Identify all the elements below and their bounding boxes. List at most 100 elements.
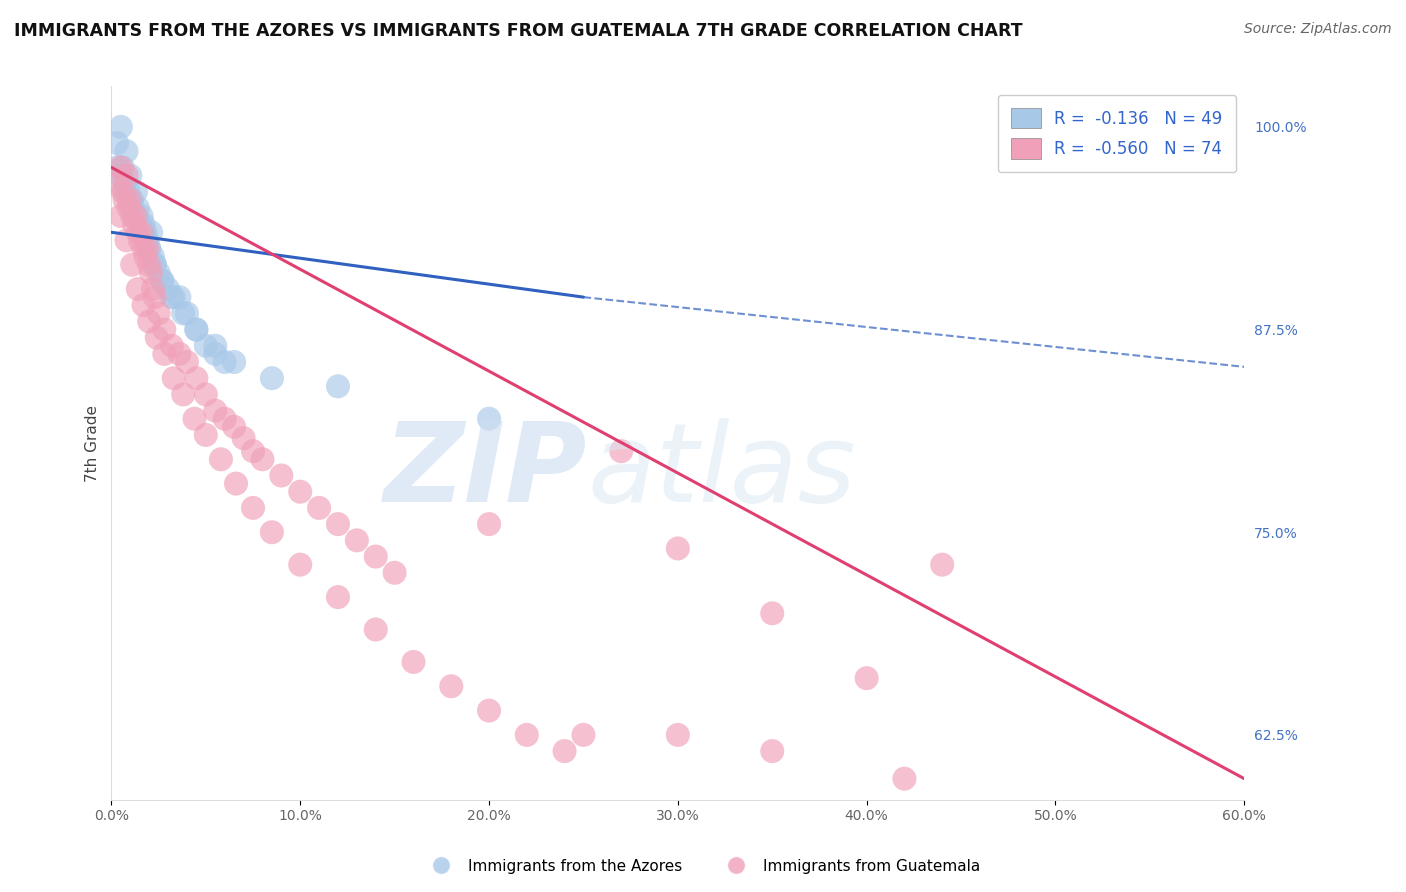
Point (666, 541, 689, 556)
Point (194, 428, 217, 442)
Point (364, 623, 387, 637)
Point (478, 704, 501, 718)
Point (142, 282, 165, 296)
Point (117, 201, 139, 215)
Point (110, 161, 132, 175)
Point (172, 306, 194, 320)
Point (252, 452, 274, 467)
Point (172, 387, 194, 401)
Point (105, 177, 128, 191)
Point (127, 282, 149, 296)
Point (128, 217, 150, 231)
Point (290, 484, 312, 499)
Point (125, 209, 148, 223)
Point (214, 411, 236, 425)
Point (308, 500, 330, 515)
Point (138, 314, 160, 328)
Point (572, 728, 595, 742)
Point (105, 161, 128, 175)
Point (132, 225, 155, 239)
Y-axis label: 7th Grade: 7th Grade (86, 405, 100, 482)
Point (176, 306, 198, 320)
Point (242, 500, 264, 515)
Point (120, 169, 142, 183)
Point (134, 250, 156, 264)
Point (225, 476, 247, 491)
Point (139, 225, 162, 239)
Point (148, 266, 170, 280)
Point (855, 671, 877, 685)
Point (478, 411, 501, 425)
Point (132, 242, 155, 256)
Point (114, 177, 136, 191)
Point (143, 258, 166, 272)
Point (163, 371, 186, 385)
Point (893, 772, 915, 786)
Text: Source: ZipAtlas.com: Source: ZipAtlas.com (1244, 22, 1392, 37)
Point (186, 371, 208, 385)
Text: IMMIGRANTS FROM THE AZORES VS IMMIGRANTS FROM GUATEMALA 7TH GRADE CORRELATION CH: IMMIGRANTS FROM THE AZORES VS IMMIGRANTS… (14, 22, 1022, 40)
Point (204, 339, 226, 353)
Point (214, 355, 236, 369)
Point (160, 339, 183, 353)
Point (143, 258, 166, 272)
Point (232, 431, 254, 445)
Point (128, 233, 150, 247)
Point (122, 209, 145, 223)
Point (122, 217, 145, 231)
Point (666, 728, 689, 742)
Point (121, 209, 143, 223)
Point (143, 290, 166, 304)
Point (204, 403, 226, 417)
Point (260, 525, 283, 540)
Point (384, 566, 406, 580)
Point (761, 744, 783, 758)
Point (136, 242, 159, 256)
Point (224, 420, 246, 434)
Legend: R =  -0.136   N = 49, R =  -0.560   N = 74: R = -0.136 N = 49, R = -0.560 N = 74 (998, 95, 1236, 172)
Point (117, 193, 139, 207)
Point (242, 444, 264, 458)
Point (117, 185, 139, 199)
Point (209, 452, 232, 467)
Point (110, 209, 132, 223)
Point (121, 201, 143, 215)
Point (260, 371, 283, 385)
Point (183, 411, 205, 425)
Point (148, 306, 170, 320)
Legend: Immigrants from the Azores, Immigrants from Guatemala: Immigrants from the Azores, Immigrants f… (419, 853, 987, 880)
Point (125, 185, 148, 199)
Point (186, 322, 208, 336)
Point (115, 233, 138, 247)
Point (121, 193, 143, 207)
Point (169, 347, 191, 361)
Point (194, 339, 217, 353)
Point (402, 655, 425, 669)
Point (157, 282, 180, 296)
Point (326, 517, 349, 532)
Point (132, 217, 155, 231)
Point (270, 468, 292, 483)
Point (139, 266, 162, 280)
Point (153, 347, 176, 361)
Point (138, 242, 160, 256)
Point (478, 517, 501, 532)
Point (160, 290, 183, 304)
Point (364, 549, 387, 564)
Point (346, 533, 368, 548)
Point (136, 233, 159, 247)
Point (186, 322, 208, 336)
Point (610, 444, 633, 458)
Point (131, 209, 153, 223)
Point (150, 274, 173, 288)
Point (516, 728, 538, 742)
Point (204, 347, 226, 361)
Point (138, 258, 160, 272)
Point (138, 242, 160, 256)
Point (176, 355, 198, 369)
Point (125, 209, 148, 223)
Text: ZIP: ZIP (384, 418, 588, 525)
Point (127, 201, 149, 215)
Point (150, 274, 173, 288)
Point (145, 331, 167, 345)
